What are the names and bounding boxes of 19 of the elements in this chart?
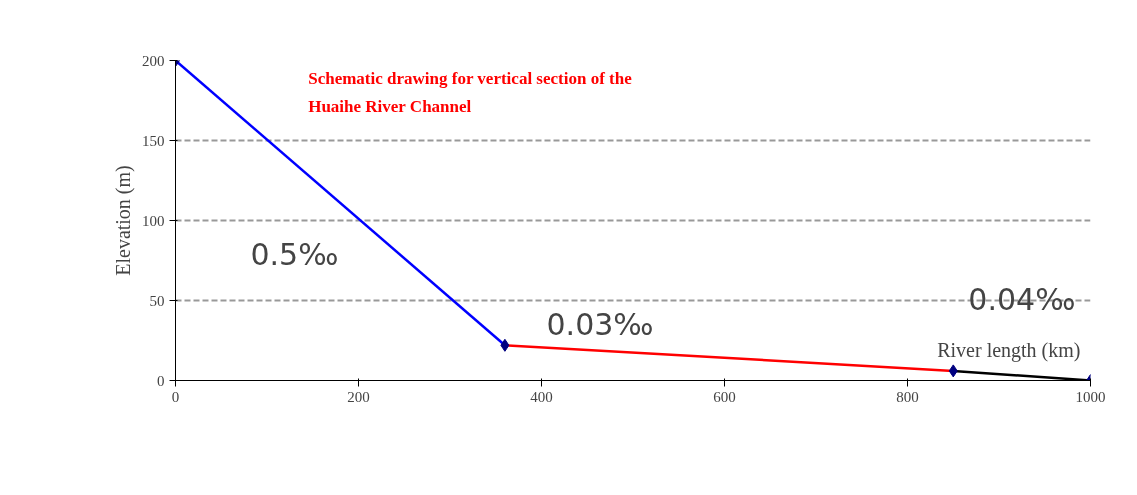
y-tick-label: 200 <box>142 52 165 69</box>
y-tick-label: 150 <box>142 132 165 149</box>
x-tick-label: 600 <box>713 388 736 405</box>
x-axis-title: River length (km) <box>937 339 1081 363</box>
y-tick-label: 0 <box>157 372 165 389</box>
y-tick-label: 100 <box>142 212 165 229</box>
annotation: 0.5‰ <box>250 236 339 272</box>
point <box>948 364 958 378</box>
text: Schematic drawing for vertical section of the Huaihe River Channel <box>308 68 633 116</box>
y-tick-label: 50 <box>149 292 165 309</box>
annotation: 0.04‰ <box>968 281 1076 317</box>
y-axis-title: Elevation (m) <box>112 165 135 276</box>
x-tick-label: 400 <box>530 388 553 405</box>
x-tick-label: 800 <box>896 388 919 405</box>
x-tick-label: 1000 <box>1075 388 1106 405</box>
annotation: 0.03‰ <box>546 307 654 343</box>
x-tick-label: 200 <box>347 388 370 405</box>
point <box>500 338 510 352</box>
x-tick-label: 0 <box>171 388 180 405</box>
